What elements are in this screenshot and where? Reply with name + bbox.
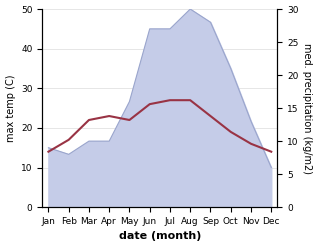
Y-axis label: med. precipitation (kg/m2): med. precipitation (kg/m2) <box>302 43 313 174</box>
X-axis label: date (month): date (month) <box>119 231 201 242</box>
Y-axis label: max temp (C): max temp (C) <box>5 74 16 142</box>
